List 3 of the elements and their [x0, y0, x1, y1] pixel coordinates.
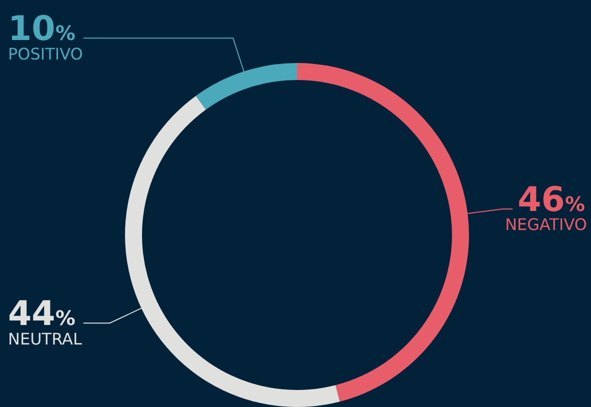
- slice-label: NEGATIVO: [505, 215, 588, 234]
- slice-label: NEUTRAL: [8, 329, 82, 348]
- slice-label: POSITIVO: [8, 44, 83, 64]
